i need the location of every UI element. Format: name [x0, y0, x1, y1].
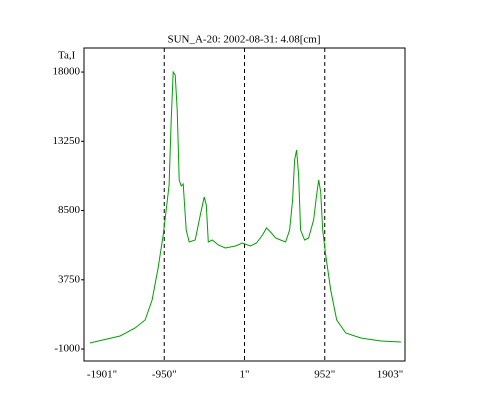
y-tick-label: 13250 — [53, 135, 81, 147]
y-tick-label: 3750 — [58, 273, 81, 285]
y-tick-label: 18000 — [53, 66, 81, 78]
x-tick-label: -1901" — [87, 369, 117, 381]
data-line — [89, 70, 401, 344]
x-tick-label: 952" — [314, 369, 335, 381]
chart-title: SUN_A-20: 2002-08-31: 4.08[cm] — [167, 34, 320, 46]
y-axis-label: Ta,I — [58, 50, 76, 62]
y-tick-label: 8500 — [58, 204, 81, 216]
y-tick-label: -1000 — [54, 343, 80, 355]
x-tick-label: -950" — [152, 369, 177, 381]
x-tick-label: 1903" — [377, 369, 404, 381]
x-tick-label: 1" — [240, 369, 250, 381]
